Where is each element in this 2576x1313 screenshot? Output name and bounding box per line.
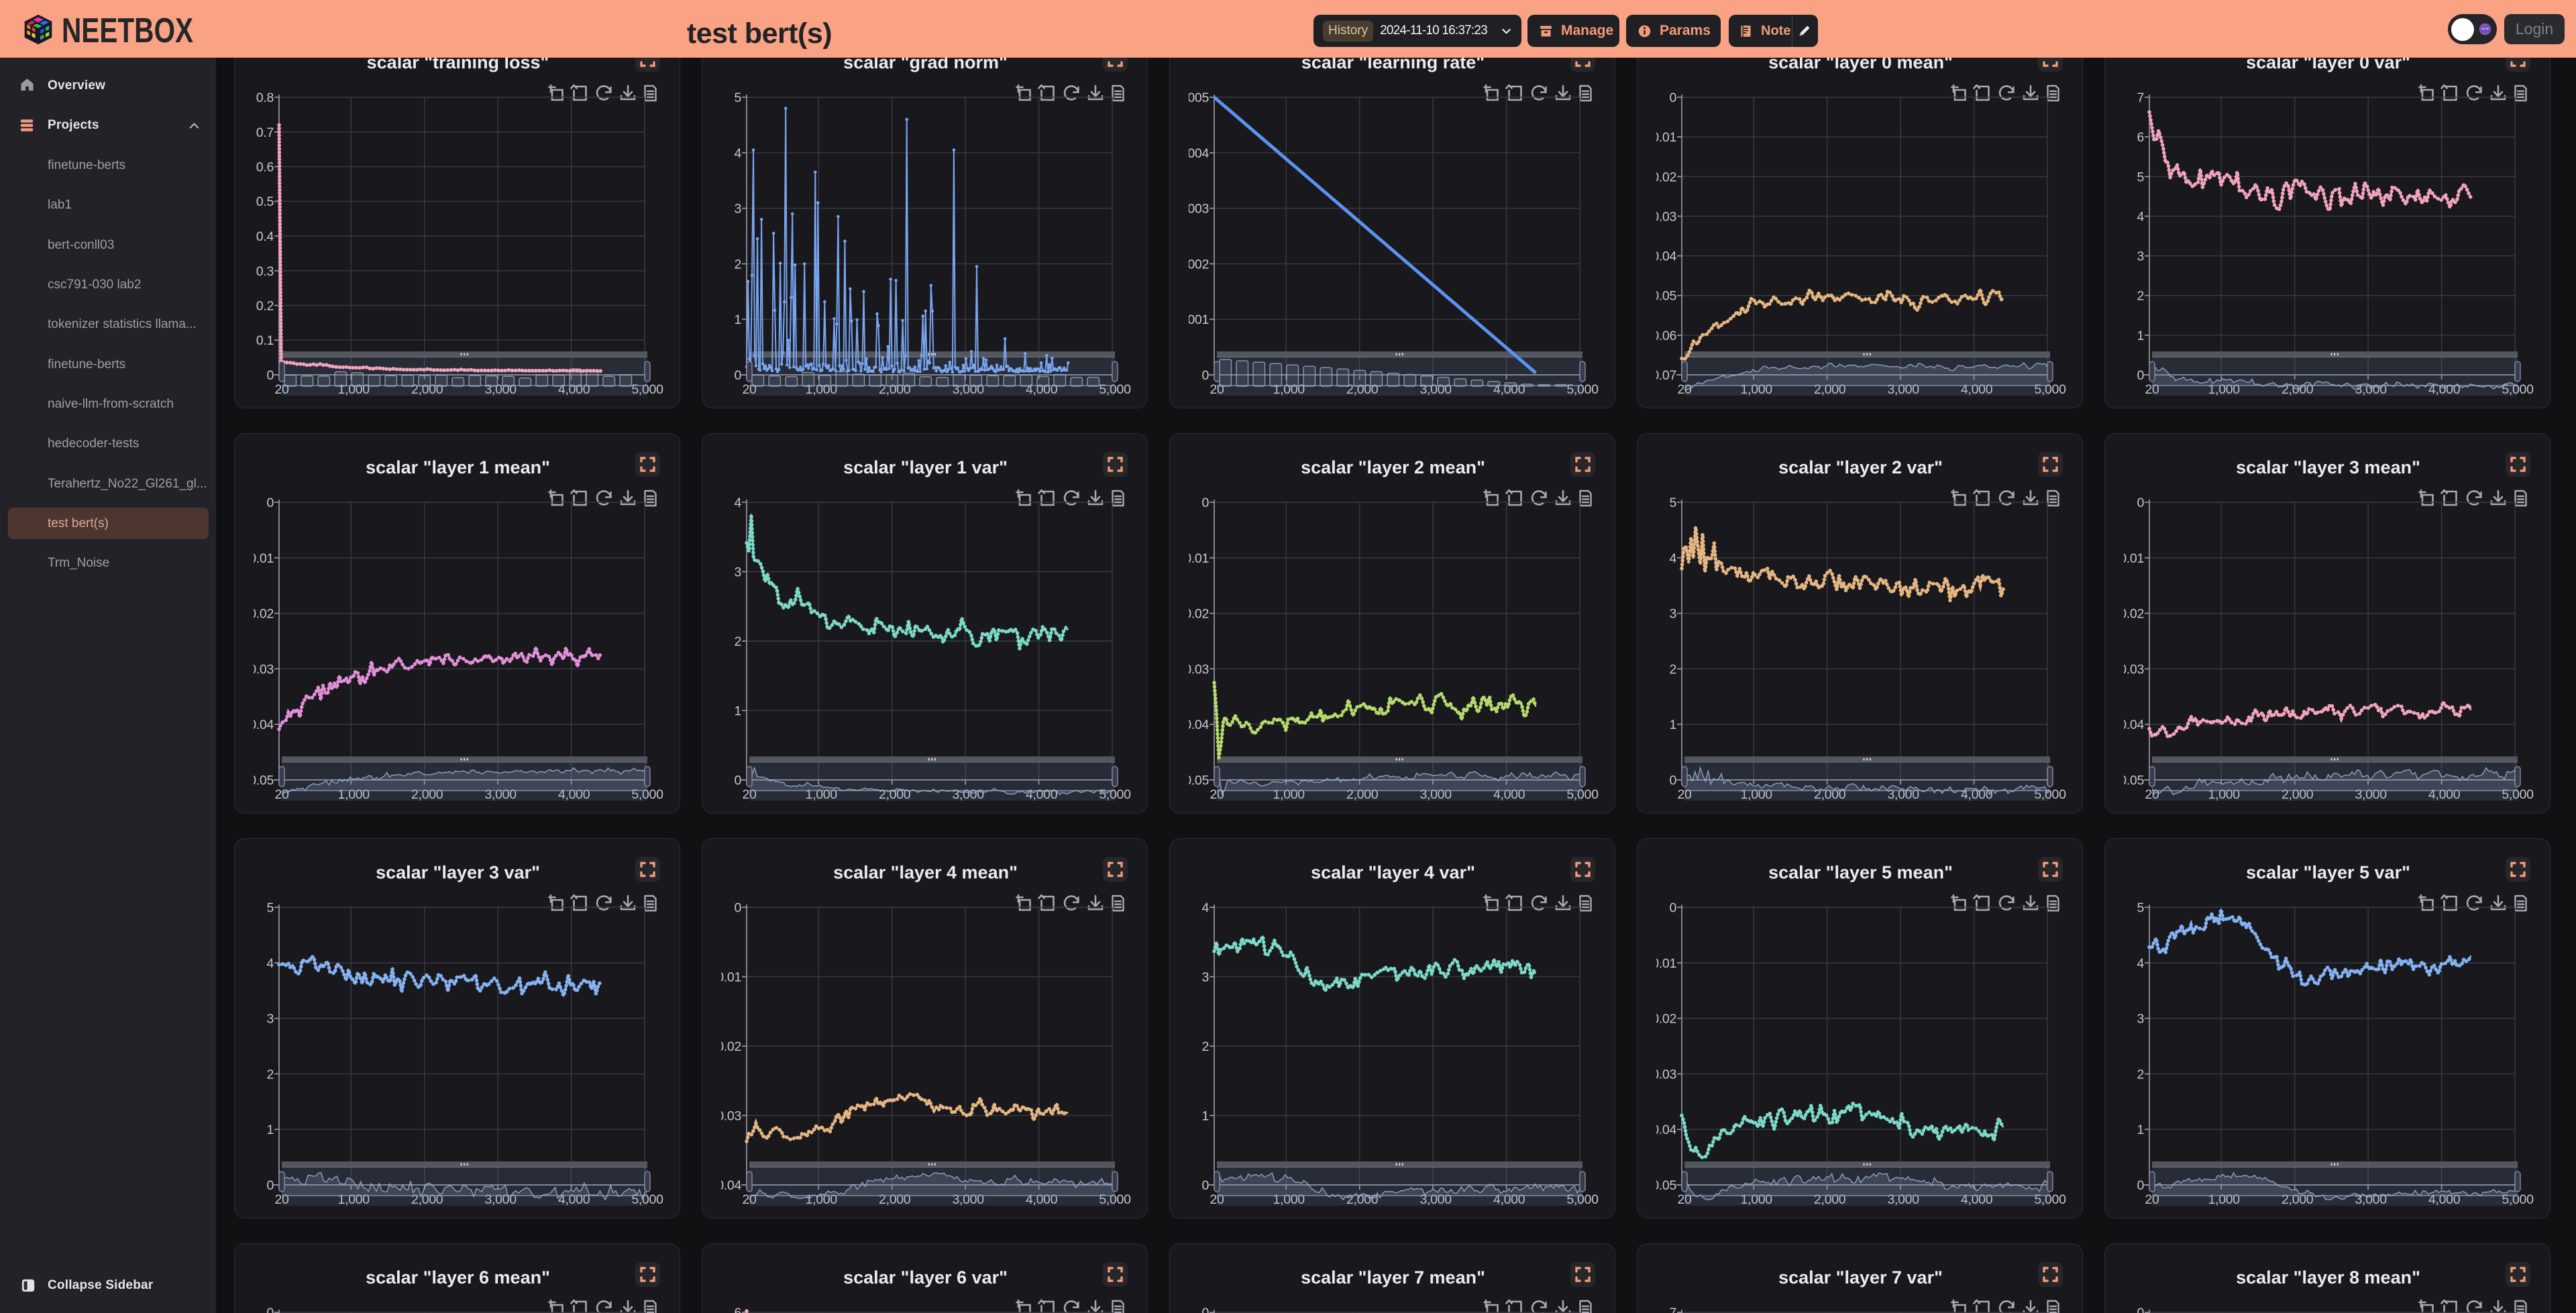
- svg-text:4: 4: [2137, 209, 2144, 224]
- svg-text:1: 1: [734, 312, 741, 327]
- svg-text:0: 0: [1669, 901, 1676, 915]
- svg-text:0.3: 0.3: [256, 264, 274, 279]
- svg-text:0: 0: [266, 1306, 274, 1313]
- svg-text:5: 5: [1669, 496, 1676, 510]
- svg-text:3: 3: [1201, 970, 1209, 985]
- svg-text:7: 7: [2137, 91, 2144, 105]
- svg-text:0.1: 0.1: [256, 333, 274, 348]
- svg-text:4: 4: [266, 956, 274, 971]
- svg-text:4: 4: [734, 146, 741, 161]
- svg-text:scalar "layer 5 var": scalar "layer 5 var": [2246, 862, 2410, 882]
- svg-text:scalar "layer 3 mean": scalar "layer 3 mean": [2236, 457, 2420, 477]
- svg-text:4: 4: [2137, 956, 2144, 971]
- svg-text:3: 3: [734, 202, 741, 217]
- svg-text:2: 2: [1201, 1039, 1209, 1054]
- svg-text:2: 2: [266, 1067, 274, 1082]
- svg-text:3: 3: [2137, 249, 2144, 264]
- svg-text:2: 2: [1669, 662, 1676, 677]
- svg-text:2: 2: [734, 257, 741, 272]
- svg-text:0.8: 0.8: [256, 91, 274, 105]
- svg-text:scalar "layer 2 var": scalar "layer 2 var": [1778, 457, 1943, 477]
- svg-text:scalar "layer 8 mean": scalar "layer 8 mean": [2236, 1267, 2420, 1288]
- svg-text:3: 3: [266, 1012, 274, 1027]
- svg-text:scalar "layer 4 mean": scalar "layer 4 mean": [833, 862, 1018, 882]
- svg-text:2: 2: [2137, 289, 2144, 304]
- svg-text:1: 1: [266, 1123, 274, 1137]
- svg-text:1: 1: [1669, 718, 1676, 732]
- svg-text:0: 0: [1669, 773, 1676, 788]
- svg-text:1: 1: [734, 704, 741, 719]
- svg-text:0: 0: [2137, 368, 2144, 383]
- svg-text:scalar "layer 2 mean": scalar "layer 2 mean": [1301, 457, 1485, 477]
- svg-text:1: 1: [1201, 1109, 1209, 1124]
- svg-text:4: 4: [734, 496, 741, 510]
- svg-text:scalar "layer 1 var": scalar "layer 1 var": [843, 457, 1008, 477]
- svg-text:scalar "layer 1 mean": scalar "layer 1 mean": [366, 457, 550, 477]
- svg-text:1: 1: [2137, 1123, 2144, 1137]
- svg-text:2: 2: [2137, 1067, 2144, 1082]
- svg-text:0.7: 0.7: [256, 125, 274, 140]
- svg-text:5: 5: [734, 91, 741, 105]
- svg-text:0: 0: [734, 773, 741, 788]
- svg-text:scalar "layer 5 mean": scalar "layer 5 mean": [1768, 862, 1953, 882]
- svg-text:scalar "layer 3 var": scalar "layer 3 var": [376, 862, 540, 882]
- svg-text:5: 5: [266, 901, 274, 915]
- svg-text:0.2: 0.2: [256, 299, 274, 314]
- svg-text:0: 0: [734, 368, 741, 383]
- svg-text:0: 0: [1201, 1178, 1209, 1193]
- svg-text:0.6: 0.6: [256, 160, 274, 175]
- svg-text:0: 0: [1669, 91, 1676, 105]
- svg-text:0: 0: [1201, 1306, 1209, 1313]
- svg-text:6: 6: [2137, 130, 2144, 145]
- svg-text:0.5: 0.5: [256, 194, 274, 209]
- svg-text:0: 0: [266, 368, 274, 383]
- svg-text:0: 0: [2137, 496, 2144, 510]
- svg-text:0: 0: [2137, 1306, 2144, 1313]
- svg-text:scalar "layer 7 var": scalar "layer 7 var": [1778, 1267, 1943, 1288]
- svg-text:4: 4: [1669, 551, 1676, 566]
- svg-text:3: 3: [1669, 607, 1676, 622]
- svg-text:0: 0: [2137, 1178, 2144, 1193]
- svg-text:scalar "layer 4 var": scalar "layer 4 var": [1311, 862, 1475, 882]
- svg-text:5: 5: [2137, 901, 2144, 915]
- svg-text:2: 2: [734, 634, 741, 649]
- svg-text:5: 5: [2137, 170, 2144, 184]
- svg-text:4: 4: [1201, 901, 1209, 915]
- svg-text:7: 7: [1669, 1306, 1676, 1313]
- svg-text:0: 0: [266, 496, 274, 510]
- svg-text:scalar "layer 7 mean": scalar "layer 7 mean": [1301, 1267, 1485, 1288]
- svg-text:3: 3: [2137, 1012, 2144, 1027]
- svg-text:0: 0: [1201, 496, 1209, 510]
- svg-text:0: 0: [1201, 368, 1209, 383]
- svg-text:0.4: 0.4: [256, 229, 274, 244]
- svg-text:0: 0: [266, 1178, 274, 1193]
- svg-text:scalar "layer 6 var": scalar "layer 6 var": [843, 1267, 1008, 1288]
- svg-text:0: 0: [734, 901, 741, 915]
- svg-text:1: 1: [2137, 329, 2144, 343]
- svg-text:scalar "layer 6 mean": scalar "layer 6 mean": [366, 1267, 550, 1288]
- svg-text:6: 6: [734, 1306, 741, 1313]
- svg-text:3: 3: [734, 565, 741, 580]
